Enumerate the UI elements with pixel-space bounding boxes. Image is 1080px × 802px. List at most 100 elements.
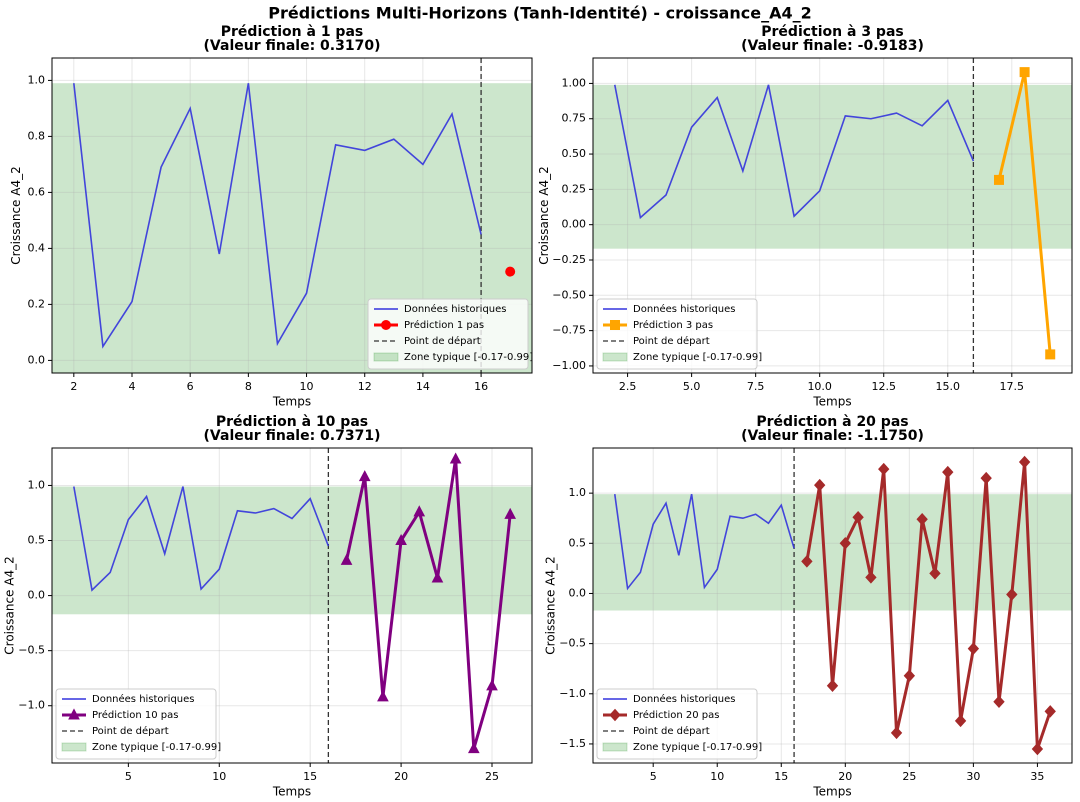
x-axis-label: Temps bbox=[812, 785, 851, 799]
figure-title: Prédictions Multi-Horizons (Tanh-Identit… bbox=[268, 4, 811, 23]
marker bbox=[431, 571, 444, 583]
x-tick-label: 20 bbox=[838, 770, 852, 783]
subplot-subtitle: (Valeur finale: 0.7371) bbox=[204, 428, 381, 444]
y-tick-label: 1.0 bbox=[28, 478, 46, 491]
y-axis-label: Croissance A4_2 bbox=[544, 556, 558, 654]
y-tick-label: 0.4 bbox=[28, 241, 46, 254]
x-tick-label: 16 bbox=[474, 380, 488, 393]
series-line bbox=[613, 84, 975, 220]
y-tick-label: −1.0 bbox=[18, 699, 45, 712]
y-tick-label: 0.0 bbox=[28, 353, 46, 366]
x-tick-label: 15 bbox=[774, 770, 788, 783]
series-line bbox=[805, 461, 1052, 750]
legend-handle bbox=[61, 742, 87, 752]
y-tick-label: 0.5 bbox=[28, 534, 46, 547]
x-tick-label: 25 bbox=[902, 770, 916, 783]
x-tick-label: 20 bbox=[394, 770, 408, 783]
x-tick-label: 10.0 bbox=[807, 380, 832, 393]
legend-box bbox=[367, 298, 529, 370]
y-tick-label: −0.25 bbox=[552, 253, 586, 266]
x-tick-label: 2 bbox=[70, 380, 77, 393]
marker bbox=[852, 510, 864, 524]
x-tick-label: 8 bbox=[245, 380, 252, 393]
marker bbox=[377, 690, 389, 702]
y-tick-label: 0.8 bbox=[28, 129, 46, 142]
series-line bbox=[73, 83, 482, 349]
legend: Données historiques Prédiction 20 pas Poin… bbox=[596, 688, 762, 760]
x-tick-label: 15.0 bbox=[936, 380, 961, 393]
y-tick-label: 0.2 bbox=[28, 297, 46, 310]
marker bbox=[68, 708, 80, 720]
axes-frame bbox=[51, 57, 533, 374]
x-tick-label: 14 bbox=[416, 380, 430, 393]
marker bbox=[967, 642, 980, 655]
legend-label: Point de départ bbox=[633, 335, 710, 347]
marker bbox=[1045, 349, 1056, 360]
marker bbox=[610, 320, 620, 330]
marker bbox=[609, 708, 621, 722]
legend: Données historiques Prédiction 3 pas Point… bbox=[596, 298, 762, 370]
subplot-subtitle: (Valeur finale: -0.9183) bbox=[741, 38, 924, 54]
legend-label: Point de départ bbox=[633, 725, 710, 737]
marker bbox=[340, 553, 353, 565]
legend-label: Données historiques bbox=[633, 303, 736, 315]
marker bbox=[814, 478, 826, 492]
x-axis-label: Temps bbox=[272, 785, 311, 799]
x-tick-label: 25 bbox=[485, 770, 499, 783]
marker bbox=[865, 571, 877, 584]
marker bbox=[993, 174, 1004, 185]
y-tick-label: 0.50 bbox=[562, 147, 587, 160]
series-line bbox=[73, 486, 330, 592]
x-tick-label: 7.5 bbox=[747, 380, 765, 393]
x-tick-label: 35 bbox=[1030, 770, 1044, 783]
legend-label: Prédiction 10 pas bbox=[92, 709, 178, 721]
marker bbox=[381, 320, 391, 330]
marker bbox=[1031, 742, 1044, 756]
subplot-subtitle: (Valeur finale: -1.1750) bbox=[741, 428, 924, 444]
marker bbox=[801, 555, 813, 568]
y-tick-label: −0.50 bbox=[552, 288, 586, 301]
y-tick-label: −0.5 bbox=[18, 644, 45, 657]
legend-label: Zone typique [-0.17-0.99] bbox=[404, 352, 533, 363]
legend-handle bbox=[602, 742, 628, 752]
marker bbox=[1018, 455, 1031, 469]
x-tick-label: 5 bbox=[650, 770, 657, 783]
subplot-subtitle: (Valeur finale: 0.3170) bbox=[204, 38, 381, 54]
subplot-title: Prédiction à 10 pas bbox=[216, 414, 368, 430]
plot-area bbox=[593, 58, 1072, 373]
marker bbox=[878, 462, 890, 476]
x-tick-label: 17.5 bbox=[1000, 380, 1025, 393]
marker bbox=[954, 714, 967, 728]
y-axis-label: Croissance A4_2 bbox=[537, 166, 551, 264]
plot-area bbox=[52, 448, 532, 763]
x-tick-label: 10 bbox=[710, 770, 724, 783]
legend-label: Données historiques bbox=[404, 303, 507, 315]
axes-frame bbox=[592, 57, 1073, 374]
x-tick-label: 12 bbox=[358, 380, 372, 393]
axes-frame bbox=[592, 447, 1073, 764]
legend-label: Point de départ bbox=[404, 335, 481, 347]
subplot-title: Prédiction à 3 pas bbox=[761, 24, 903, 40]
plot-area bbox=[593, 448, 1072, 763]
subplot-title: Prédiction à 1 pas bbox=[221, 24, 363, 40]
y-tick-label: −1.0 bbox=[559, 687, 586, 700]
legend-box bbox=[596, 298, 758, 370]
legend-label: Zone typique [-0.17-0.99] bbox=[633, 742, 762, 753]
marker bbox=[505, 266, 516, 277]
legend-handle bbox=[602, 352, 628, 362]
x-tick-label: 15 bbox=[303, 770, 317, 783]
x-tick-label: 10 bbox=[300, 380, 314, 393]
x-tick-label: 4 bbox=[129, 380, 136, 393]
legend-label: Prédiction 1 pas bbox=[404, 319, 484, 331]
marker bbox=[486, 679, 498, 691]
y-tick-label: 0.25 bbox=[562, 182, 587, 195]
x-tick-label: 30 bbox=[966, 770, 980, 783]
y-tick-label: −1.00 bbox=[552, 359, 586, 372]
legend-box bbox=[55, 688, 217, 760]
y-tick-label: 1.0 bbox=[28, 73, 46, 86]
marker bbox=[449, 452, 462, 464]
y-tick-label: 0.5 bbox=[569, 536, 587, 549]
marker bbox=[903, 669, 916, 682]
subplot-title: Prédiction à 20 pas bbox=[756, 414, 908, 430]
